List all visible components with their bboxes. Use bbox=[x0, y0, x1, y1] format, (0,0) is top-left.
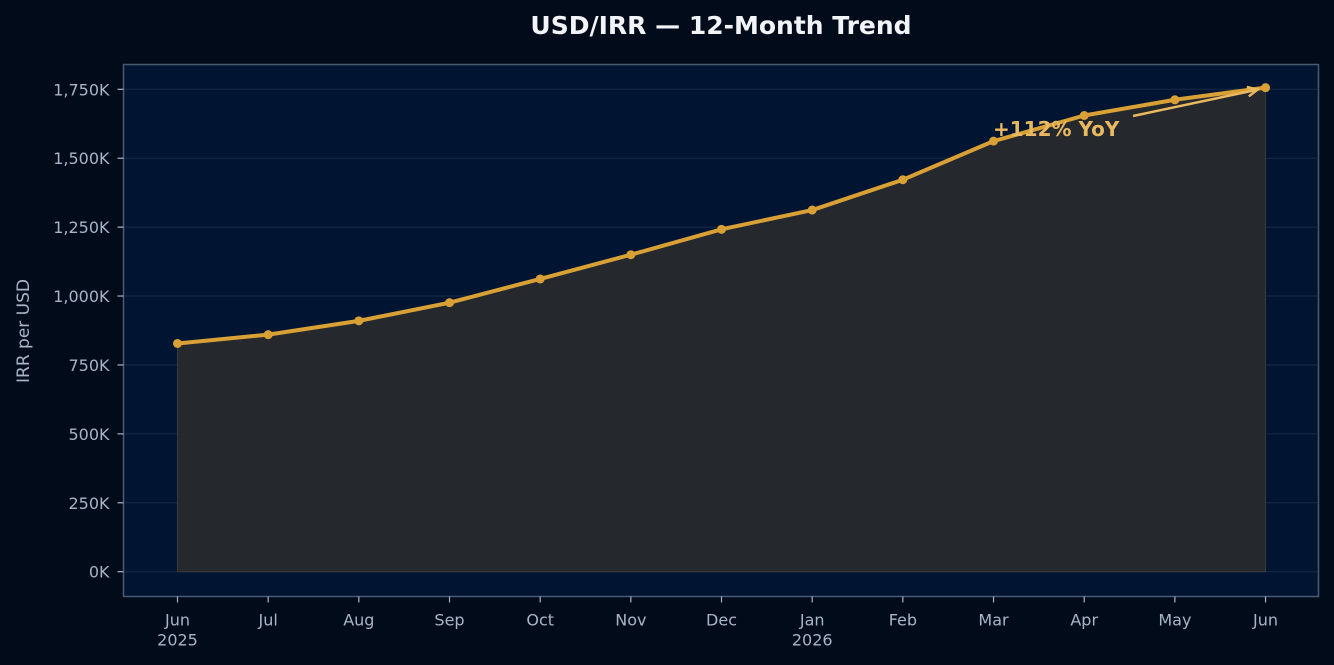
x-tick-label: Jun bbox=[1252, 611, 1278, 630]
data-point bbox=[717, 224, 727, 234]
data-point bbox=[989, 136, 999, 146]
annotation: +112% YoY bbox=[993, 85, 1261, 141]
y-tick-label: 500K bbox=[68, 425, 110, 444]
data-point bbox=[626, 250, 636, 260]
x-tick-label: May bbox=[1158, 611, 1191, 630]
data-point bbox=[1079, 110, 1089, 120]
chart-title: USD/IRR — 12-Month Trend bbox=[530, 11, 911, 40]
y-tick-label: 250K bbox=[68, 494, 110, 513]
x-tick-label: Oct bbox=[526, 611, 554, 630]
y-axis-label: IRR per USD bbox=[14, 279, 34, 383]
data-point bbox=[354, 316, 364, 326]
x-tick-label: Aug bbox=[343, 611, 374, 630]
x-tick-label: Mar bbox=[978, 611, 1009, 630]
x-tick-label: Nov bbox=[615, 611, 646, 630]
y-tick-label: 0K bbox=[89, 563, 110, 582]
y-tick-label: 1,000K bbox=[53, 287, 110, 306]
y-tick-label: 1,500K bbox=[53, 149, 110, 168]
y-tick-label: 1,250K bbox=[53, 218, 110, 237]
y-axis-ticks: 0K 250K 500K 750K 1,000K 1,250K 1,500K 1,750K bbox=[53, 80, 124, 582]
x-tick-label: Jan 2026 bbox=[792, 611, 833, 650]
x-tick-label: Dec bbox=[706, 611, 737, 630]
data-point bbox=[1261, 83, 1271, 93]
data-point bbox=[173, 338, 182, 348]
x-tick-label: Jun 2025 bbox=[157, 611, 198, 650]
y-tick-label: 750K bbox=[68, 356, 110, 375]
data-point bbox=[445, 298, 455, 308]
data-points bbox=[173, 83, 1271, 348]
x-tick-label: Apr bbox=[1070, 611, 1098, 630]
y-tick-label: 1,750K bbox=[53, 80, 110, 99]
data-point bbox=[898, 175, 908, 185]
annotation-arrowhead bbox=[1246, 85, 1261, 98]
x-tick-label: Jul bbox=[258, 611, 278, 630]
x-tick-label: Sep bbox=[434, 611, 464, 630]
data-point bbox=[1170, 95, 1180, 105]
annotation-label: +112% YoY bbox=[993, 117, 1120, 141]
data-point bbox=[535, 274, 545, 284]
annotation-arrow bbox=[1132, 88, 1258, 118]
data-point bbox=[263, 330, 273, 340]
data-point bbox=[807, 205, 817, 215]
x-tick-label: Feb bbox=[889, 611, 917, 630]
x-axis-ticks: Jun 2025 Jul Aug Sep Oct Nov Dec Jan 2026 Feb Mar Ap… bbox=[157, 596, 1278, 650]
